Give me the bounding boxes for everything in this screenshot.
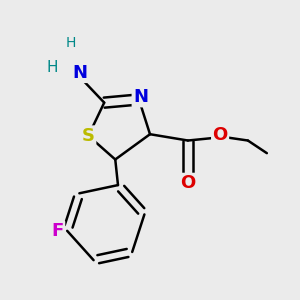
Text: H: H [46,60,58,75]
Text: N: N [133,88,148,106]
Text: H: H [66,36,76,50]
Text: F: F [52,222,64,240]
Text: S: S [82,127,95,145]
Text: N: N [72,64,87,82]
Text: O: O [212,126,228,144]
Text: O: O [180,174,196,192]
